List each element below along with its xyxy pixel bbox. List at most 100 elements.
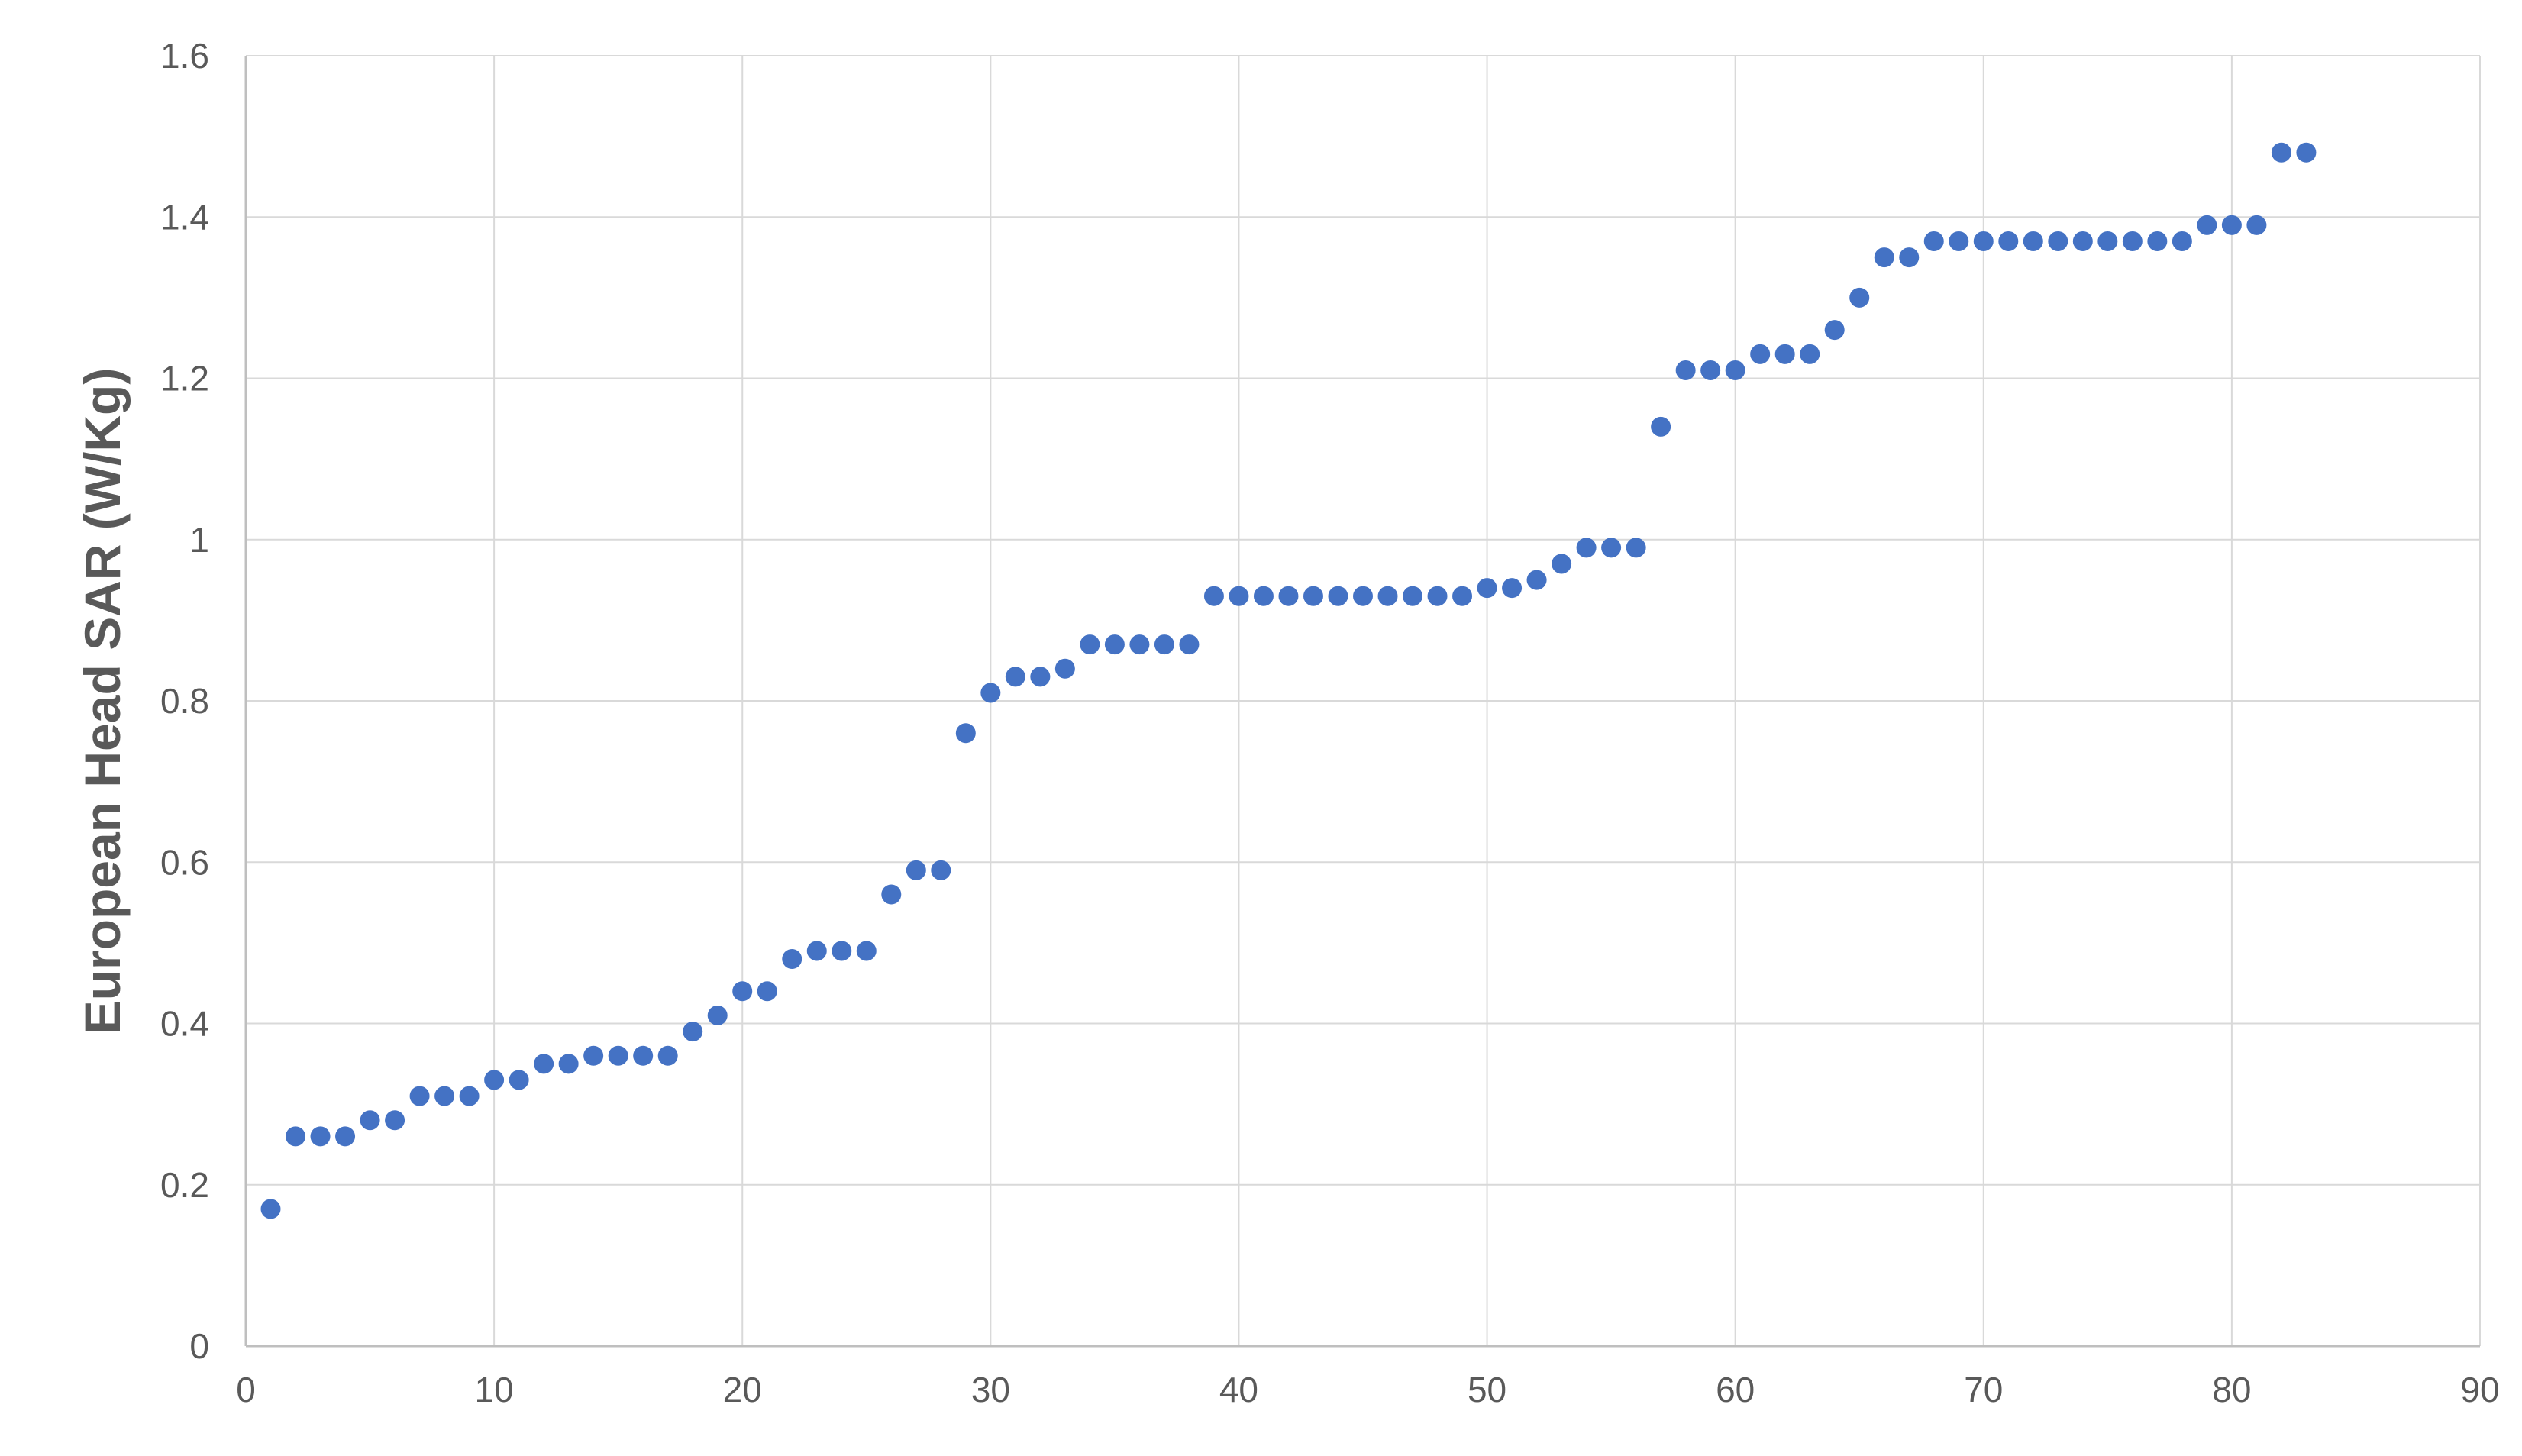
data-point [1403, 586, 1423, 606]
gridlines [246, 55, 2481, 1346]
data-point [1774, 344, 1795, 364]
data-point [2197, 215, 2217, 235]
data-point [832, 941, 852, 961]
data-point [1278, 586, 1299, 606]
data-point [1502, 578, 1523, 599]
data-point [1080, 634, 1100, 655]
data-point [1353, 586, 1373, 606]
data-point [707, 1005, 728, 1025]
data-point [459, 1086, 480, 1106]
data-point [534, 1054, 554, 1074]
x-tick-label: 70 [1964, 1370, 2003, 1409]
data-point [1725, 360, 1745, 380]
data-point [385, 1110, 405, 1131]
data-point [732, 981, 753, 1002]
data-point [286, 1126, 306, 1147]
data-point [1203, 586, 1224, 606]
data-point [2172, 231, 2192, 251]
y-tick-label: 1 [189, 520, 209, 560]
data-point [1923, 231, 1944, 251]
data-point [1328, 586, 1348, 606]
y-tick-label: 0.6 [160, 842, 209, 882]
y-tick-label: 0.8 [160, 681, 209, 721]
data-point [558, 1054, 579, 1074]
data-point [1899, 247, 1920, 268]
data-point [2122, 231, 2143, 251]
data-point [757, 981, 777, 1002]
data-point [2097, 231, 2118, 251]
data-point [1576, 538, 1597, 558]
x-tick-label: 30 [971, 1370, 1010, 1409]
y-tick-label: 0 [189, 1326, 209, 1366]
data-point [1054, 658, 1075, 679]
x-tick-label: 10 [475, 1370, 514, 1409]
data-point [583, 1045, 604, 1066]
data-point [509, 1070, 529, 1090]
data-point [806, 941, 827, 961]
data-point [1750, 344, 1771, 364]
data-point [2221, 215, 2242, 235]
x-tick-label: 0 [236, 1370, 256, 1409]
x-tick-label: 20 [723, 1370, 762, 1409]
data-point [1849, 287, 1870, 308]
x-tick-label: 50 [1468, 1370, 1506, 1409]
data-point [434, 1086, 455, 1106]
y-tick-label: 0.4 [160, 1004, 209, 1044]
data-point [1452, 586, 1473, 606]
data-point [1377, 586, 1398, 606]
data-point [260, 1199, 281, 1219]
data-point [1526, 570, 1547, 590]
data-point [1700, 360, 1721, 380]
data-point [1104, 634, 1125, 655]
x-tick-label: 60 [1716, 1370, 1755, 1409]
data-point [1626, 538, 1646, 558]
y-tick-label: 1.2 [160, 359, 209, 399]
data-point [906, 860, 926, 880]
x-tick-label: 80 [2212, 1370, 2251, 1409]
data-point [2048, 231, 2068, 251]
data-point [335, 1126, 356, 1147]
data-point [955, 723, 976, 744]
y-axis-title: European Head SAR (W/Kg) [74, 368, 131, 1035]
data-point [856, 941, 877, 961]
data-point [1427, 586, 1448, 606]
data-point [360, 1110, 380, 1131]
data-point [1874, 247, 1894, 268]
data-point [1129, 634, 1150, 655]
data-point [1477, 578, 1497, 599]
data-point [633, 1045, 654, 1066]
data-point [931, 860, 951, 880]
data-point [1179, 634, 1200, 655]
data-point [484, 1070, 505, 1090]
x-tick-label: 40 [1219, 1370, 1258, 1409]
data-point [1005, 667, 1025, 687]
data-point [2072, 231, 2093, 251]
data-point [1949, 231, 1969, 251]
data-point [1675, 360, 1696, 380]
data-point [409, 1086, 430, 1106]
data-point [2147, 231, 2168, 251]
data-point [657, 1045, 678, 1066]
data-point [608, 1045, 628, 1066]
data-point [1303, 586, 1323, 606]
data-point [1601, 538, 1622, 558]
data-point [2296, 142, 2317, 163]
data-point [1973, 231, 1994, 251]
data-point [1253, 586, 1274, 606]
data-point [310, 1126, 331, 1147]
data-point [782, 949, 802, 969]
data-point [1229, 586, 1249, 606]
data-point [683, 1022, 703, 1042]
y-tick-label: 1.4 [160, 197, 209, 237]
y-tick-label: 1.6 [160, 36, 209, 76]
data-points [260, 142, 2317, 1219]
data-point [2246, 215, 2267, 235]
data-point [1998, 231, 2019, 251]
data-point [1552, 554, 1572, 574]
data-point [881, 884, 902, 905]
data-point [980, 683, 1001, 703]
data-point [2271, 142, 2291, 163]
x-tick-label: 90 [2460, 1370, 2499, 1409]
